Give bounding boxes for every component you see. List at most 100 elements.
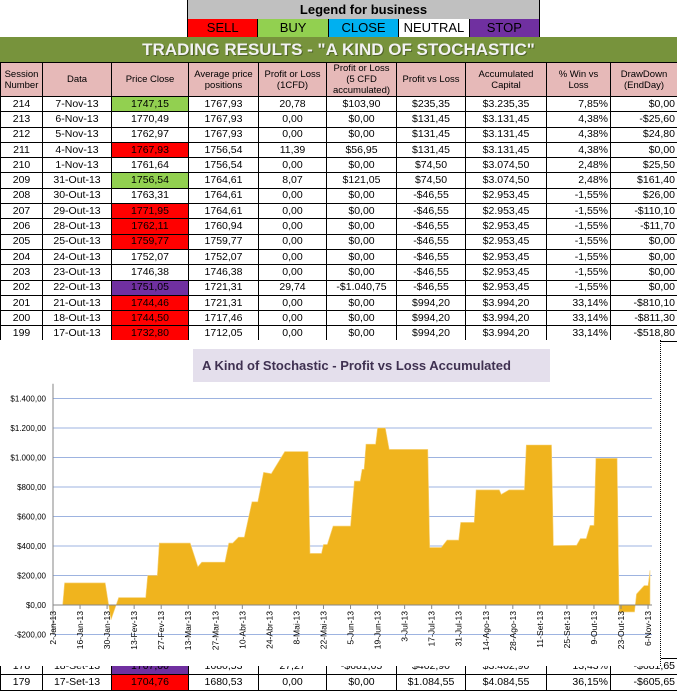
column-header: Profit vs Loss bbox=[397, 63, 466, 97]
table-cell: $994,20 bbox=[397, 326, 466, 341]
table-cell: 30-Out-13 bbox=[43, 188, 112, 203]
table-cell: $3.074,50 bbox=[466, 158, 547, 173]
table-cell: 33,14% bbox=[547, 295, 611, 310]
profit-loss-chart: A Kind of Stochastic - Profit vs Loss Ac… bbox=[0, 340, 661, 666]
table-cell: 1761,64 bbox=[112, 158, 189, 173]
table-cell: -$46,55 bbox=[397, 265, 466, 280]
x-tick-label: 27-Mar-13 bbox=[210, 611, 220, 650]
table-cell: 17-Set-13 bbox=[43, 675, 112, 691]
table-cell: $0,00 bbox=[327, 188, 397, 203]
legend-item-sell: SELL bbox=[188, 19, 257, 37]
table-cell: 11,39 bbox=[259, 142, 327, 157]
x-tick-label: 17-Jul-13 bbox=[427, 611, 437, 647]
table-cell: $0,00 bbox=[327, 295, 397, 310]
table-cell: $0,00 bbox=[327, 204, 397, 219]
table-cell: 0,00 bbox=[259, 675, 327, 691]
table-cell: 5-Nov-13 bbox=[43, 127, 112, 142]
table-cell: $3.131,45 bbox=[466, 112, 547, 127]
legend-item-close: CLOSE bbox=[328, 19, 398, 37]
table-cell: 1756,54 bbox=[189, 142, 259, 157]
table-cell: -$46,55 bbox=[397, 249, 466, 264]
table-cell: $0,00 bbox=[327, 675, 397, 691]
table-cell: 33,14% bbox=[547, 311, 611, 326]
table-cell: $25,50 bbox=[611, 158, 677, 173]
table-cell: 1767,93 bbox=[189, 97, 259, 112]
table-cell: $3.131,45 bbox=[466, 142, 547, 157]
chart-svg: -$200,00$0,00$200,00$400,00$600,00$800,0… bbox=[0, 340, 661, 666]
table-cell: 1756,54 bbox=[189, 158, 259, 173]
column-header: Price Close bbox=[112, 63, 189, 97]
legend-item-buy: BUY bbox=[257, 19, 327, 37]
y-tick-label: -$200,00 bbox=[14, 631, 46, 640]
table-cell: $0,00 bbox=[327, 127, 397, 142]
table-cell: -$810,10 bbox=[611, 295, 677, 310]
table-cell: 1746,38 bbox=[189, 265, 259, 280]
x-tick-label: 16-Jan-13 bbox=[75, 611, 85, 650]
table-cell: 0,00 bbox=[259, 295, 327, 310]
table-cell: 1704,76 bbox=[112, 675, 189, 691]
table-cell: $0,00 bbox=[327, 249, 397, 264]
table-cell: 203 bbox=[1, 265, 43, 280]
table-cell: $2.953,45 bbox=[466, 188, 547, 203]
table-cell: 4,38% bbox=[547, 142, 611, 157]
table-cell: $0,00 bbox=[611, 234, 677, 249]
y-tick-label: $400,00 bbox=[17, 542, 46, 551]
table-cell: -$110,10 bbox=[611, 204, 677, 219]
table-cell: 1763,31 bbox=[112, 188, 189, 203]
table-cell: 0,00 bbox=[259, 219, 327, 234]
table-cell: 1771,95 bbox=[112, 204, 189, 219]
table-cell: $2.953,45 bbox=[466, 234, 547, 249]
x-tick-label: 27-Fev-13 bbox=[156, 611, 166, 650]
table-cell: $0,00 bbox=[327, 311, 397, 326]
table-cell: $3.994,20 bbox=[466, 326, 547, 341]
table-cell: 22-Out-13 bbox=[43, 280, 112, 295]
table-cell: $2.953,45 bbox=[466, 280, 547, 295]
table-cell: -$11,70 bbox=[611, 219, 677, 234]
table-cell: 0,00 bbox=[259, 311, 327, 326]
y-tick-label: $800,00 bbox=[17, 483, 46, 492]
table-cell: $4.084,55 bbox=[466, 675, 547, 691]
x-tick-label: 10-Abr-13 bbox=[237, 611, 247, 649]
table-cell: $131,45 bbox=[397, 127, 466, 142]
x-tick-label: 24-Abr-13 bbox=[264, 611, 274, 649]
x-tick-label: 8-Mai-13 bbox=[291, 611, 301, 645]
x-tick-label: 5-Jun-13 bbox=[346, 611, 356, 645]
x-tick-label: 9-Out-13 bbox=[589, 611, 599, 645]
table-cell: -$1.040,75 bbox=[327, 280, 397, 295]
table-cell: 33,14% bbox=[547, 326, 611, 341]
table-cell: -$46,55 bbox=[397, 219, 466, 234]
table-cell: 0,00 bbox=[259, 265, 327, 280]
table-cell: 1752,07 bbox=[112, 249, 189, 264]
y-tick-label: $200,00 bbox=[17, 572, 46, 581]
y-tick-label: $0,00 bbox=[26, 601, 47, 610]
x-tick-label: 23-Out-13 bbox=[616, 611, 626, 650]
table-cell: $161,40 bbox=[611, 173, 677, 188]
column-header: Profit or Loss (1CFD) bbox=[259, 63, 327, 97]
table-cell: 179 bbox=[1, 675, 43, 691]
table-cell: 1767,93 bbox=[112, 142, 189, 157]
table-cell: -1,55% bbox=[547, 265, 611, 280]
table-cell: 28-Out-13 bbox=[43, 219, 112, 234]
table-cell: 205 bbox=[1, 234, 43, 249]
table-cell: 208 bbox=[1, 188, 43, 203]
x-tick-label: 28-Ago-13 bbox=[508, 611, 518, 651]
table-cell: 1680,53 bbox=[189, 675, 259, 691]
table-cell: 1732,80 bbox=[112, 326, 189, 341]
x-tick-label: 31-Jul-13 bbox=[454, 611, 464, 647]
table-cell: -$46,55 bbox=[397, 280, 466, 295]
column-header: Average price positions bbox=[189, 63, 259, 97]
table-cell: $2.953,45 bbox=[466, 219, 547, 234]
table-cell: 0,00 bbox=[259, 127, 327, 142]
column-header: % Win vs Loss bbox=[547, 63, 611, 97]
table-cell: -1,55% bbox=[547, 204, 611, 219]
column-header: Accumulated Capital bbox=[466, 63, 547, 97]
legend-item-neutral: NEUTRAL bbox=[398, 19, 468, 37]
table-cell: -$25,60 bbox=[611, 112, 677, 127]
table-cell: 0,00 bbox=[259, 112, 327, 127]
x-tick-label: 2-Jan-13 bbox=[48, 611, 58, 645]
table-cell: 1717,46 bbox=[189, 311, 259, 326]
